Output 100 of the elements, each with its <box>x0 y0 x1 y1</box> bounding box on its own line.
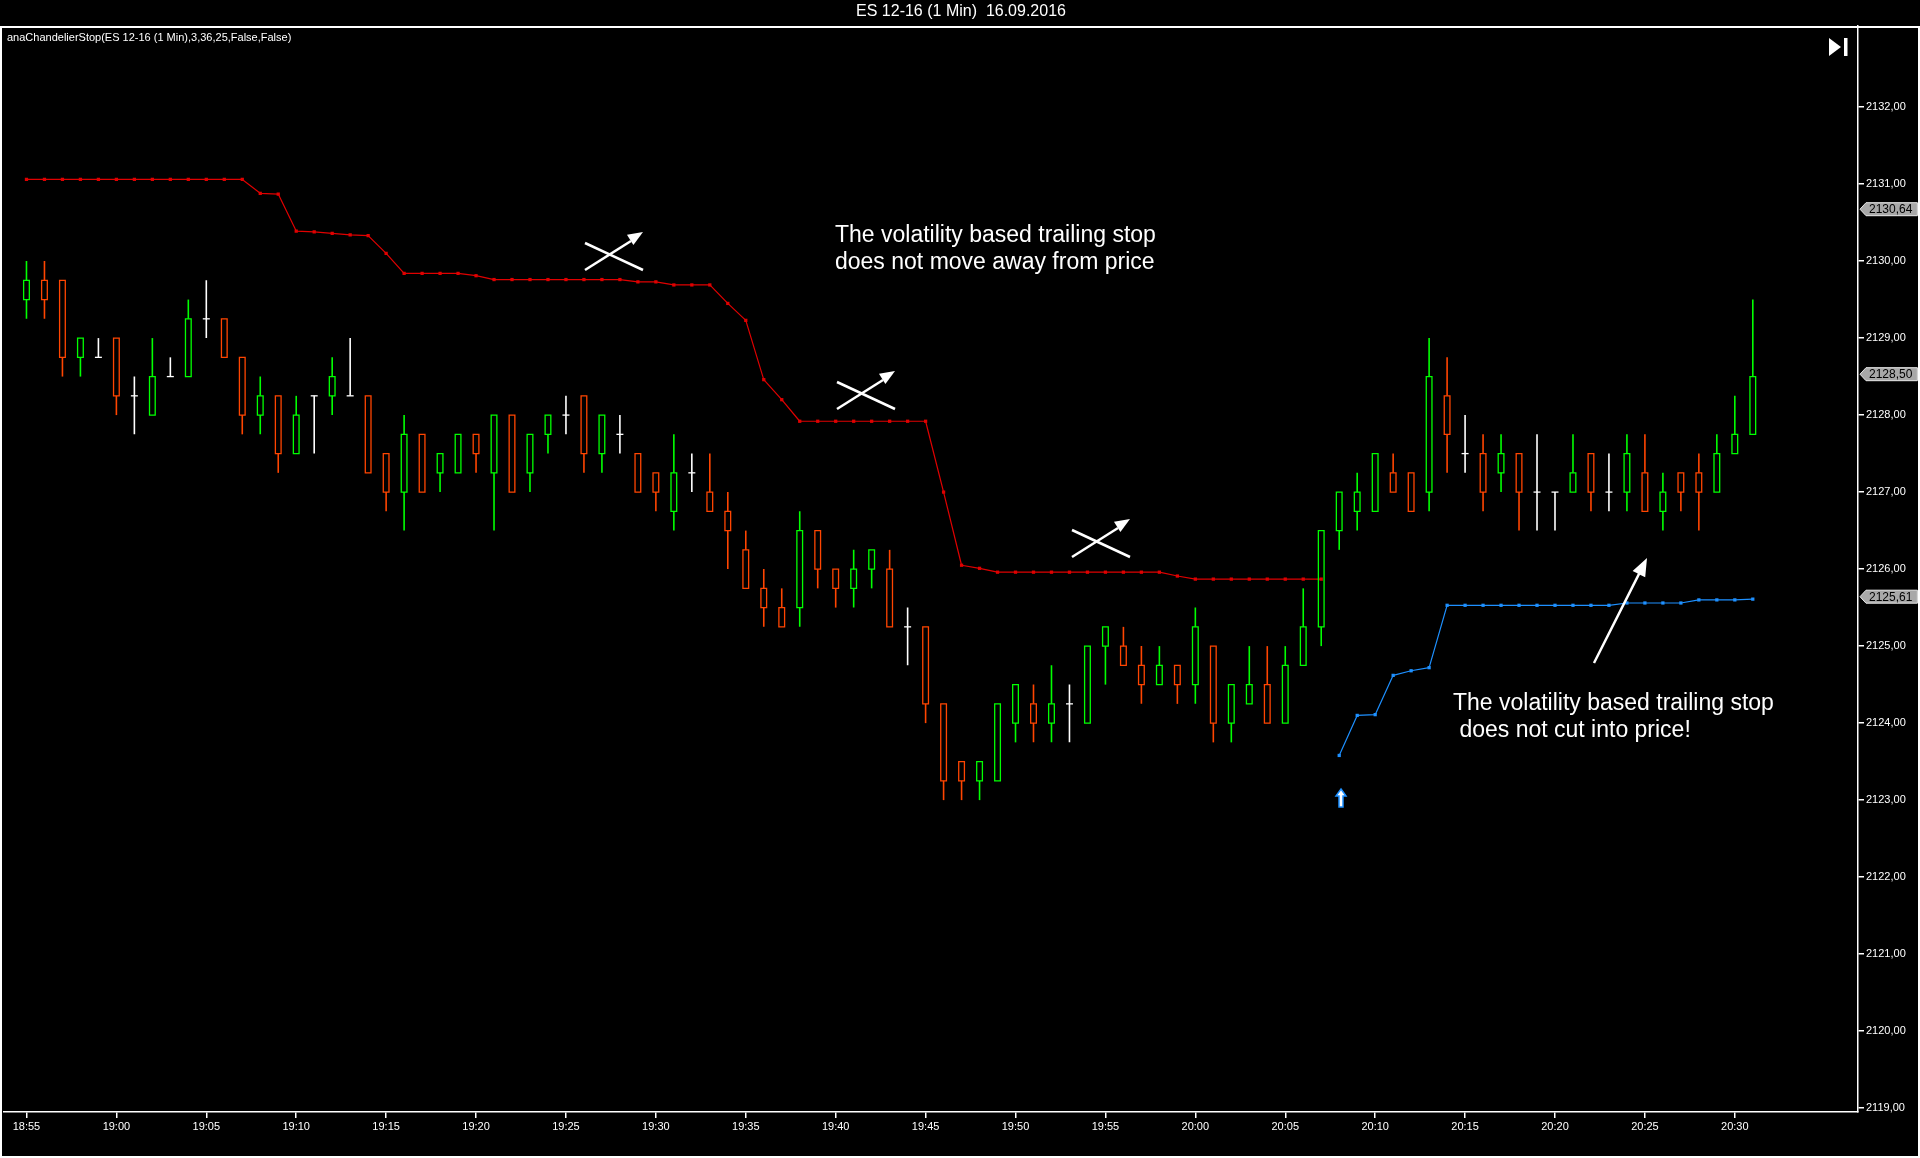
candlestick <box>40 260 48 320</box>
candlestick <box>1119 626 1127 667</box>
x-tick-label: 20:25 <box>1631 1119 1659 1132</box>
point <box>1733 598 1737 602</box>
x-tick-label: 19:10 <box>282 1119 310 1132</box>
candlestick <box>1550 491 1560 532</box>
point <box>1517 603 1521 607</box>
point <box>1535 603 1539 607</box>
candlestick <box>328 356 336 416</box>
x-tick-label: 19:05 <box>192 1119 221 1132</box>
x-tick-label: 19:40 <box>821 1119 850 1132</box>
candlestick <box>1695 452 1703 532</box>
point <box>1571 603 1575 607</box>
candlestick <box>868 549 876 590</box>
candlestick <box>814 529 822 590</box>
candlestick <box>1532 433 1542 532</box>
candlestick <box>706 452 714 512</box>
candlestick <box>22 260 30 320</box>
x-tick-label: 20:30 <box>1721 1119 1749 1132</box>
candlestick <box>1299 587 1307 667</box>
point <box>1553 603 1557 607</box>
candlestick <box>1101 626 1109 686</box>
candlestick <box>76 337 84 378</box>
candlestick <box>922 626 930 724</box>
x-tick-label: 20:05 <box>1271 1119 1300 1132</box>
x-tick-label: 19:50 <box>1001 1119 1030 1132</box>
point <box>1499 603 1503 607</box>
candlestick <box>903 606 912 667</box>
text: 2125,61 <box>1869 589 1913 604</box>
x-tick-label: 19:20 <box>462 1119 490 1132</box>
annotation: The volatility based trailing stop does not cut into price! <box>1453 688 1774 742</box>
candlestick <box>1515 452 1523 532</box>
y-tick-label: 2124,00 <box>1866 716 1906 729</box>
candlestick <box>1713 433 1721 493</box>
x-tick-label: 19:35 <box>732 1119 760 1132</box>
y-tick-label: 2123,00 <box>1866 793 1906 806</box>
candlestick <box>1227 683 1235 744</box>
candlestick <box>544 414 552 455</box>
point <box>1697 598 1701 602</box>
y-tick-label: 2126,00 <box>1866 562 1906 575</box>
candlestick <box>184 298 192 378</box>
candlestick <box>400 414 408 532</box>
candlestick <box>490 414 498 532</box>
candlestick <box>670 433 678 532</box>
candlestick <box>1083 645 1091 724</box>
x-tick-label: 20:10 <box>1361 1119 1389 1132</box>
candlestick <box>1047 664 1055 744</box>
candlestick <box>1749 298 1757 435</box>
x-tick-label: 19:25 <box>552 1119 580 1132</box>
candlestick <box>1030 683 1037 744</box>
y-tick-label: 2128,00 <box>1866 408 1906 421</box>
candlestick <box>1587 452 1595 513</box>
candlestick <box>850 549 858 609</box>
candlestick <box>724 491 732 570</box>
candlestick <box>382 452 390 513</box>
y-tick-label: 2119,00 <box>1866 1101 1905 1114</box>
candlestick <box>994 703 1002 782</box>
candlestick <box>1623 433 1631 513</box>
candlestick <box>652 472 660 513</box>
candlestick <box>561 395 571 436</box>
candlestick <box>1353 472 1361 532</box>
candlestick <box>1731 395 1739 455</box>
candlestick <box>1065 683 1074 744</box>
candlestick <box>1155 645 1163 686</box>
candlestick <box>976 760 984 801</box>
y-tick-label: 2127,00 <box>1866 485 1906 498</box>
y-tick-label: 2122,00 <box>1866 870 1906 883</box>
candlestick <box>832 568 840 609</box>
candlestick <box>1263 645 1271 724</box>
candlestick <box>1479 433 1487 513</box>
point <box>1679 601 1683 605</box>
x-tick-label: 19:00 <box>102 1119 131 1132</box>
candlestick <box>1677 472 1685 513</box>
candlestick <box>1137 645 1145 705</box>
candlestick <box>1497 433 1505 493</box>
point <box>1589 603 1593 607</box>
candlestick <box>760 568 768 628</box>
point <box>1643 601 1647 605</box>
candlestick <box>958 760 966 801</box>
candlestick <box>940 703 948 801</box>
x-tick-label: 19:30 <box>642 1119 670 1132</box>
candlestick <box>796 510 804 628</box>
candlestick <box>220 318 228 358</box>
y-tick-label: 2120,00 <box>1866 1024 1906 1037</box>
point <box>1661 601 1665 605</box>
x-tick-label: 20:15 <box>1451 1119 1479 1132</box>
y-tick-label: 2131,00 <box>1866 177 1906 190</box>
y-tick-label: 2121,00 <box>1866 947 1906 960</box>
candlestick <box>1191 606 1199 705</box>
candlestick <box>742 529 750 589</box>
text: 2130,64 <box>1869 202 1913 217</box>
x-tick-label: 20:00 <box>1181 1119 1210 1132</box>
candlestick <box>292 395 300 455</box>
text: 2128,50 <box>1869 367 1913 382</box>
y-tick-label: 2125,00 <box>1866 639 1906 652</box>
candlestick <box>634 452 642 493</box>
annotation: The volatility based trailing stop does not move away from price <box>835 220 1156 274</box>
candlestick <box>1335 491 1343 551</box>
point <box>1463 603 1467 607</box>
candlestick <box>1281 645 1289 724</box>
